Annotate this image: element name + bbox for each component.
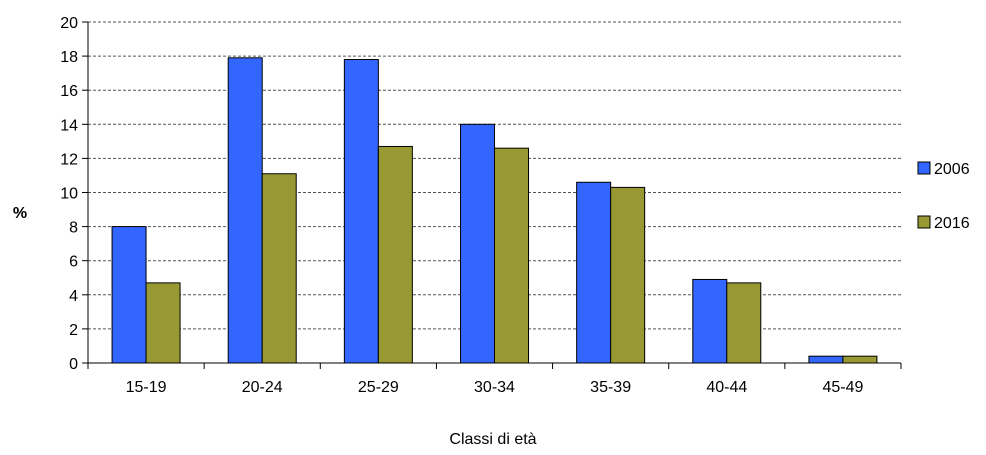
x-tick-label: 25-29 (358, 379, 399, 396)
legend-label-2006: 2006 (934, 161, 970, 178)
y-tick-label: 18 (60, 49, 78, 66)
legend-swatch-2016 (917, 215, 931, 229)
bar-2006-45-49 (808, 355, 844, 364)
bar-2016-30-34 (494, 147, 529, 364)
axes (82, 21, 902, 369)
x-tick-label: 15-19 (126, 379, 167, 396)
bar-2016-35-39 (610, 186, 646, 364)
x-tick-label: 35-39 (590, 379, 631, 396)
bar-2006-25-29 (343, 59, 379, 364)
y-tick-label: 12 (60, 151, 78, 168)
bar-2016-40-44 (726, 282, 762, 364)
y-tick-label: 4 (69, 288, 78, 305)
x-tick-label: 40-44 (706, 379, 747, 396)
y-tick-label: 2 (69, 322, 78, 339)
legend: 2006 2016 (917, 161, 970, 232)
legend-label-2016: 2016 (934, 215, 970, 232)
y-tick-label: 8 (69, 220, 78, 237)
bar-2006-20-24 (227, 57, 263, 364)
bar-2016-15-19 (145, 282, 181, 364)
bars (111, 57, 878, 364)
bar-2006-15-19 (111, 226, 147, 364)
y-tick-label: 10 (60, 186, 78, 203)
legend-swatch-2006 (917, 161, 931, 175)
y-tick-label: 16 (60, 83, 78, 100)
y-tick-label: 0 (69, 356, 78, 373)
y-axis-title: % (13, 205, 27, 222)
tick-labels: 0 2 4 6 8 10 12 14 16 18 20 15-19 20-24 25-29 30-34 35-… (60, 15, 863, 396)
x-tick-label: 30-34 (474, 379, 515, 396)
bar-2006-40-44 (692, 278, 728, 364)
x-axis-title: Classi di età (449, 431, 536, 448)
bar-2016-25-29 (377, 145, 413, 364)
x-tick-label: 45-49 (822, 379, 863, 396)
bar-2006-35-39 (576, 181, 612, 364)
y-tick-label: 6 (69, 254, 78, 271)
y-tick-label: 20 (60, 15, 78, 32)
y-tick-label: 14 (60, 117, 78, 134)
x-tick-label: 20-24 (242, 379, 283, 396)
bar-2016-45-49 (842, 355, 878, 364)
bar-2016-20-24 (261, 173, 297, 364)
bar-2006-30-34 (460, 123, 495, 364)
